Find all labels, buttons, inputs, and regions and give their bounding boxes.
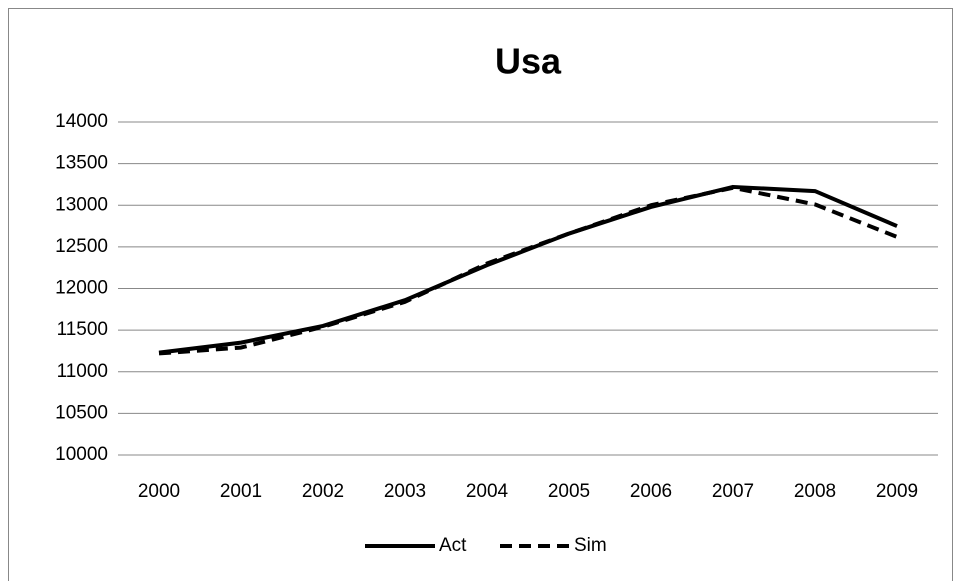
x-tick-label: 2001 (220, 481, 262, 502)
series-line (158, 185, 898, 356)
legend-label: Act (439, 535, 467, 556)
x-tick-label: 2005 (548, 481, 590, 502)
chart-border (8, 8, 953, 581)
y-tick-label: 13500 (55, 153, 108, 174)
y-tick-label: 12500 (55, 236, 108, 257)
x-tick-label: 2004 (466, 481, 509, 502)
y-tick-label: 10500 (55, 402, 108, 423)
y-tick-label: 12000 (55, 278, 108, 299)
x-tick-label: 2009 (876, 481, 918, 502)
y-tick-label: 11000 (57, 361, 108, 382)
y-tick-label: 13000 (55, 194, 108, 215)
x-tick-label: 2008 (794, 481, 836, 502)
x-tick-label: 2002 (302, 481, 344, 502)
x-tick-label: 2003 (384, 481, 426, 502)
x-tick-label: 2007 (712, 481, 754, 502)
y-tick-label: 11500 (57, 319, 108, 340)
legend-label: Sim (574, 535, 607, 556)
chart-title: Usa (495, 41, 562, 82)
x-tick-label: 2006 (630, 481, 672, 502)
y-tick-label: 10000 (55, 444, 108, 465)
y-tick-label: 14000 (55, 111, 108, 132)
x-tick-label: 2000 (138, 481, 180, 502)
